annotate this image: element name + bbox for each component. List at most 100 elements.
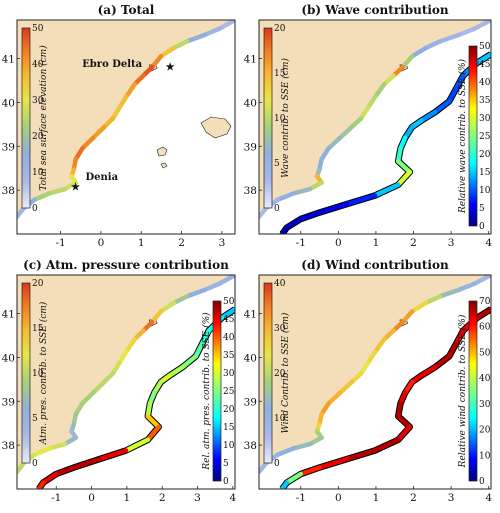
x-tick-label: 1 bbox=[373, 492, 380, 504]
y-tick-label: 41 bbox=[244, 54, 257, 66]
colorbar-tick-label: 30 bbox=[479, 114, 491, 124]
coastal-sse-segment bbox=[202, 281, 222, 293]
y-tick-label: 40 bbox=[244, 352, 257, 364]
x-tick-label: 1 bbox=[373, 237, 380, 249]
colorbar-tick-label: 50 bbox=[223, 297, 235, 307]
colorbar-tick-label: 60 bbox=[479, 323, 491, 333]
colorbar-tick-label: 0 bbox=[274, 459, 280, 469]
x-tick-label: 4 bbox=[485, 492, 492, 504]
relative-contribution-segment bbox=[219, 306, 235, 321]
relative-contribution-segment bbox=[372, 437, 401, 453]
coastal-sse-segment bbox=[47, 441, 68, 451]
relative-contribution-segment bbox=[180, 354, 199, 370]
y-tick-label: 41 bbox=[244, 309, 257, 321]
colorbar-tick-label: 40 bbox=[479, 78, 491, 88]
x-tick-label: 3 bbox=[194, 492, 201, 504]
x-tick-label: -1 bbox=[55, 237, 65, 249]
place-label-denia: Denia bbox=[86, 172, 119, 183]
colorbar-tick-label: 20 bbox=[274, 24, 286, 34]
relative-contribution-segment bbox=[453, 328, 466, 346]
map-panel-4: (d) Wind contribution -1 0 1 2 3 4 41 40 39 38 40 30… bbox=[244, 258, 493, 504]
coastal-sse-segment bbox=[123, 81, 137, 100]
coastal-sse-segment bbox=[259, 461, 269, 475]
colorbar-tick-label: 10 bbox=[274, 114, 286, 124]
colorbar-label: Total sea surface elevation (cm) bbox=[38, 45, 49, 191]
y-tick-label: 38 bbox=[244, 185, 257, 197]
colorbar-label: Rel. atm. pres. contrib. to SSE (%) bbox=[201, 312, 212, 471]
relative-contribution-segment bbox=[279, 225, 290, 234]
coastal-sse-segment bbox=[326, 390, 343, 406]
colorbar bbox=[263, 282, 273, 464]
coastal-sse-segment bbox=[409, 300, 429, 314]
colorbar-tick-label: 25 bbox=[479, 132, 491, 142]
relative-contribution-segment bbox=[344, 448, 378, 462]
x-tick-label: 0 bbox=[335, 492, 342, 504]
relative-contribution-segment bbox=[446, 341, 459, 359]
x-tick-label: 3 bbox=[448, 492, 455, 504]
place-label-ebro-delta: Ebro Delta bbox=[82, 59, 142, 70]
x-tick-label: 4 bbox=[485, 237, 492, 249]
colorbar-label: Wind Contrib. to SSE (cm) bbox=[280, 312, 291, 433]
coastal-sse-segment bbox=[400, 309, 415, 325]
relative-contribution-segment bbox=[298, 465, 322, 477]
colorbar-tick-label: 25 bbox=[223, 387, 235, 397]
relative-contribution-segment bbox=[317, 201, 350, 215]
colorbar-label: Relative wave contrib. to SSE (%) bbox=[457, 58, 468, 214]
y-tick-label: 38 bbox=[244, 440, 257, 452]
colorbar-tick-label: 35 bbox=[223, 351, 235, 361]
coastal-sse-segment bbox=[47, 186, 68, 196]
relative-contribution-segment bbox=[53, 465, 76, 477]
relative-contribution-segment bbox=[193, 341, 205, 359]
colorbar-tick-label: 40 bbox=[32, 60, 44, 70]
colorbar-label: Atm. pres. contrib. to SSE (cm) bbox=[38, 301, 49, 445]
coastal-sse-segment bbox=[291, 441, 313, 451]
y-tick-label: 39 bbox=[244, 396, 257, 408]
coastal-sse-segment bbox=[275, 446, 297, 458]
colorbar-tick-label: 10 bbox=[479, 451, 491, 461]
coastal-sse-segment bbox=[456, 281, 478, 293]
colorbar-label: Relative wind contrib. to SSE (%) bbox=[457, 314, 468, 468]
colorbar-tick-label: 50 bbox=[479, 348, 491, 358]
colorbar-tick-label: 5 bbox=[479, 204, 485, 214]
x-tick-label: 2 bbox=[410, 237, 417, 249]
relative-contribution-segment bbox=[145, 413, 161, 430]
x-tick-label: 2 bbox=[159, 492, 166, 504]
relative-contribution-segment bbox=[433, 99, 452, 115]
colorbar-tick-label: 0 bbox=[274, 204, 280, 214]
coastal-sse-segment bbox=[423, 294, 443, 306]
colorbar bbox=[21, 27, 31, 209]
x-tick-label: 1 bbox=[124, 492, 131, 504]
y-tick-label: 38 bbox=[2, 440, 15, 452]
denia-star: ★ bbox=[71, 182, 80, 193]
coastal-sse-segment bbox=[437, 287, 461, 299]
colorbar-tick-label: 20 bbox=[479, 150, 491, 160]
relative-contribution-segment bbox=[446, 86, 459, 104]
colorbar-tick-label: 5 bbox=[274, 159, 280, 169]
coastal-sse-segment bbox=[472, 275, 491, 286]
relative-contribution-segment bbox=[123, 437, 151, 453]
coastal-sse-segment bbox=[291, 186, 313, 196]
coastal-sse-segment bbox=[472, 20, 491, 31]
colorbar-tick-label: 10 bbox=[274, 414, 286, 424]
colorbar bbox=[21, 282, 31, 464]
colorbar-tick-label: 0 bbox=[479, 477, 485, 487]
coastal-sse-segment bbox=[372, 336, 387, 355]
relative-contribution-segment bbox=[167, 364, 185, 378]
y-tick-label: 41 bbox=[2, 309, 15, 321]
land-mallorca bbox=[200, 116, 232, 139]
x-tick-label: -1 bbox=[296, 237, 306, 249]
colorbar-tick-label: 0 bbox=[479, 222, 485, 232]
y-tick-label: 40 bbox=[244, 97, 257, 109]
x-tick-label: 4 bbox=[229, 492, 236, 504]
coastal-sse-segment bbox=[217, 275, 235, 286]
colorbar-tick-label: 20 bbox=[274, 369, 286, 379]
x-tick-label: 2 bbox=[178, 237, 185, 249]
y-tick-label: 38 bbox=[2, 185, 15, 197]
map-panel-3: (c) Atm. pressure contribution -1 0 1 2 3 4 41 4… bbox=[2, 258, 237, 504]
coastal-sse-segment bbox=[123, 336, 137, 355]
ebro-delta-star: ★ bbox=[166, 62, 175, 73]
land-ibiza bbox=[156, 146, 168, 157]
colorbar-tick-label: 50 bbox=[479, 42, 491, 52]
x-tick-label: 0 bbox=[98, 237, 105, 249]
colorbar-tick-label: 15 bbox=[32, 324, 44, 334]
